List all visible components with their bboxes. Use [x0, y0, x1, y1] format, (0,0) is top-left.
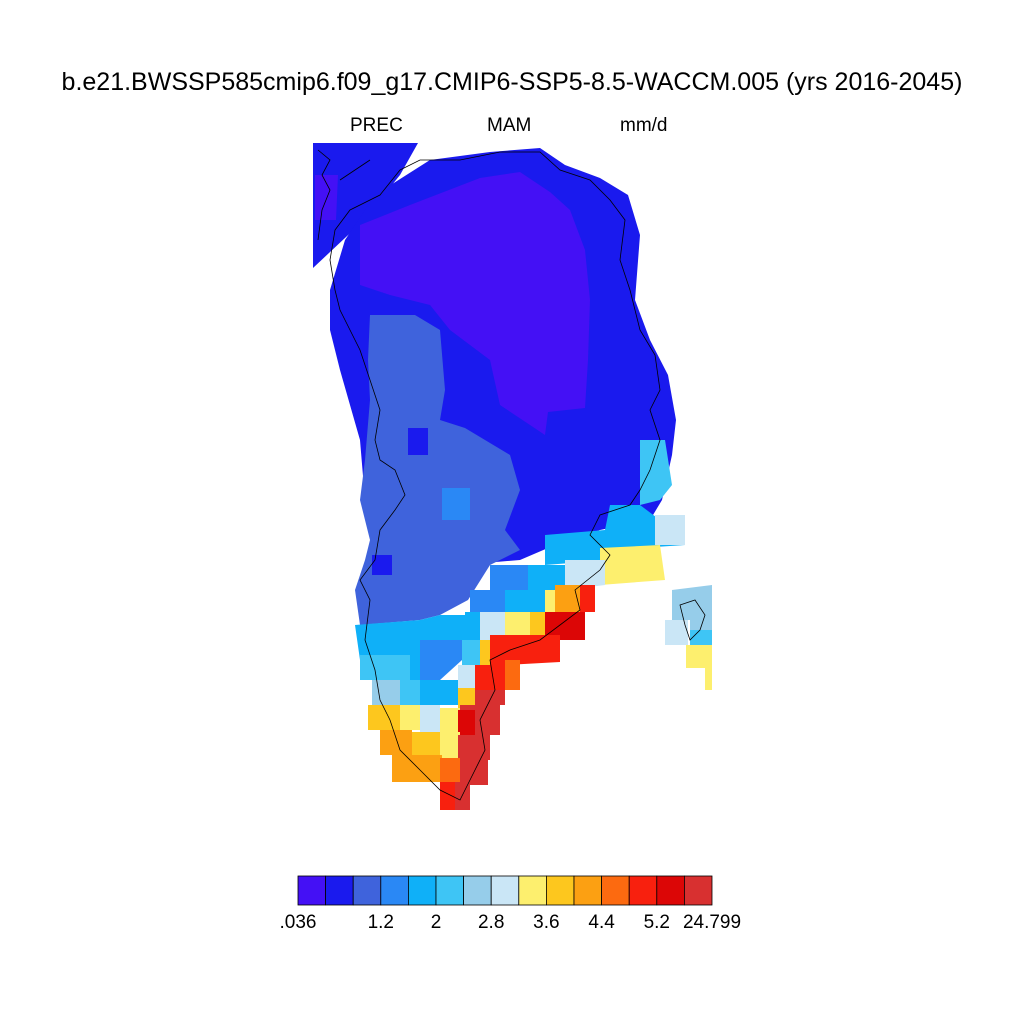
- colorbar-swatch: [628, 875, 658, 906]
- colorbar-tick-label: 2: [430, 912, 442, 933]
- units-label: mm/d: [620, 115, 668, 136]
- colorbar-swatch: [601, 875, 630, 906]
- colorbar-tick-label: 5.2: [643, 912, 671, 933]
- plot-title: b.e21.BWSSP585cmip6.f09_g17.CMIP6-SSP5-8…: [61, 68, 963, 96]
- colorbar-swatch: [380, 875, 409, 906]
- colorbar-swatch: [546, 875, 575, 906]
- colorbar-swatch: [435, 875, 465, 906]
- season-label: MAM: [487, 115, 532, 136]
- colorbar-swatch: [684, 875, 713, 906]
- colorbar-tick-label: 2.8: [477, 912, 505, 933]
- colorbar-swatch: [297, 875, 327, 906]
- colorbar-swatch: [463, 875, 492, 906]
- colorbar-tick-label: .036: [279, 912, 317, 933]
- colorbar: [297, 875, 713, 906]
- colorbar-swatch: [573, 875, 603, 906]
- colorbar-swatch: [407, 875, 437, 906]
- colorbar-swatch: [518, 875, 547, 906]
- colorbar-tick-label: 3.6: [533, 912, 560, 933]
- colorbar-labels: .036 1.2 2 2.8 3.6 4.4 5.2 24.799: [0, 912, 1024, 936]
- colorbar-swatch: [352, 875, 382, 906]
- variable-label: PREC: [350, 115, 403, 136]
- colorbar-swatch: [656, 875, 685, 906]
- precip-field: [313, 143, 712, 810]
- colorbar-tick-label: 1.2: [367, 912, 395, 933]
- colorbar-tick-label: 24.799: [682, 912, 742, 933]
- colorbar-swatch: [325, 875, 354, 906]
- colorbar-swatch: [490, 875, 520, 906]
- colorbar-tick-label: 4.4: [588, 912, 615, 933]
